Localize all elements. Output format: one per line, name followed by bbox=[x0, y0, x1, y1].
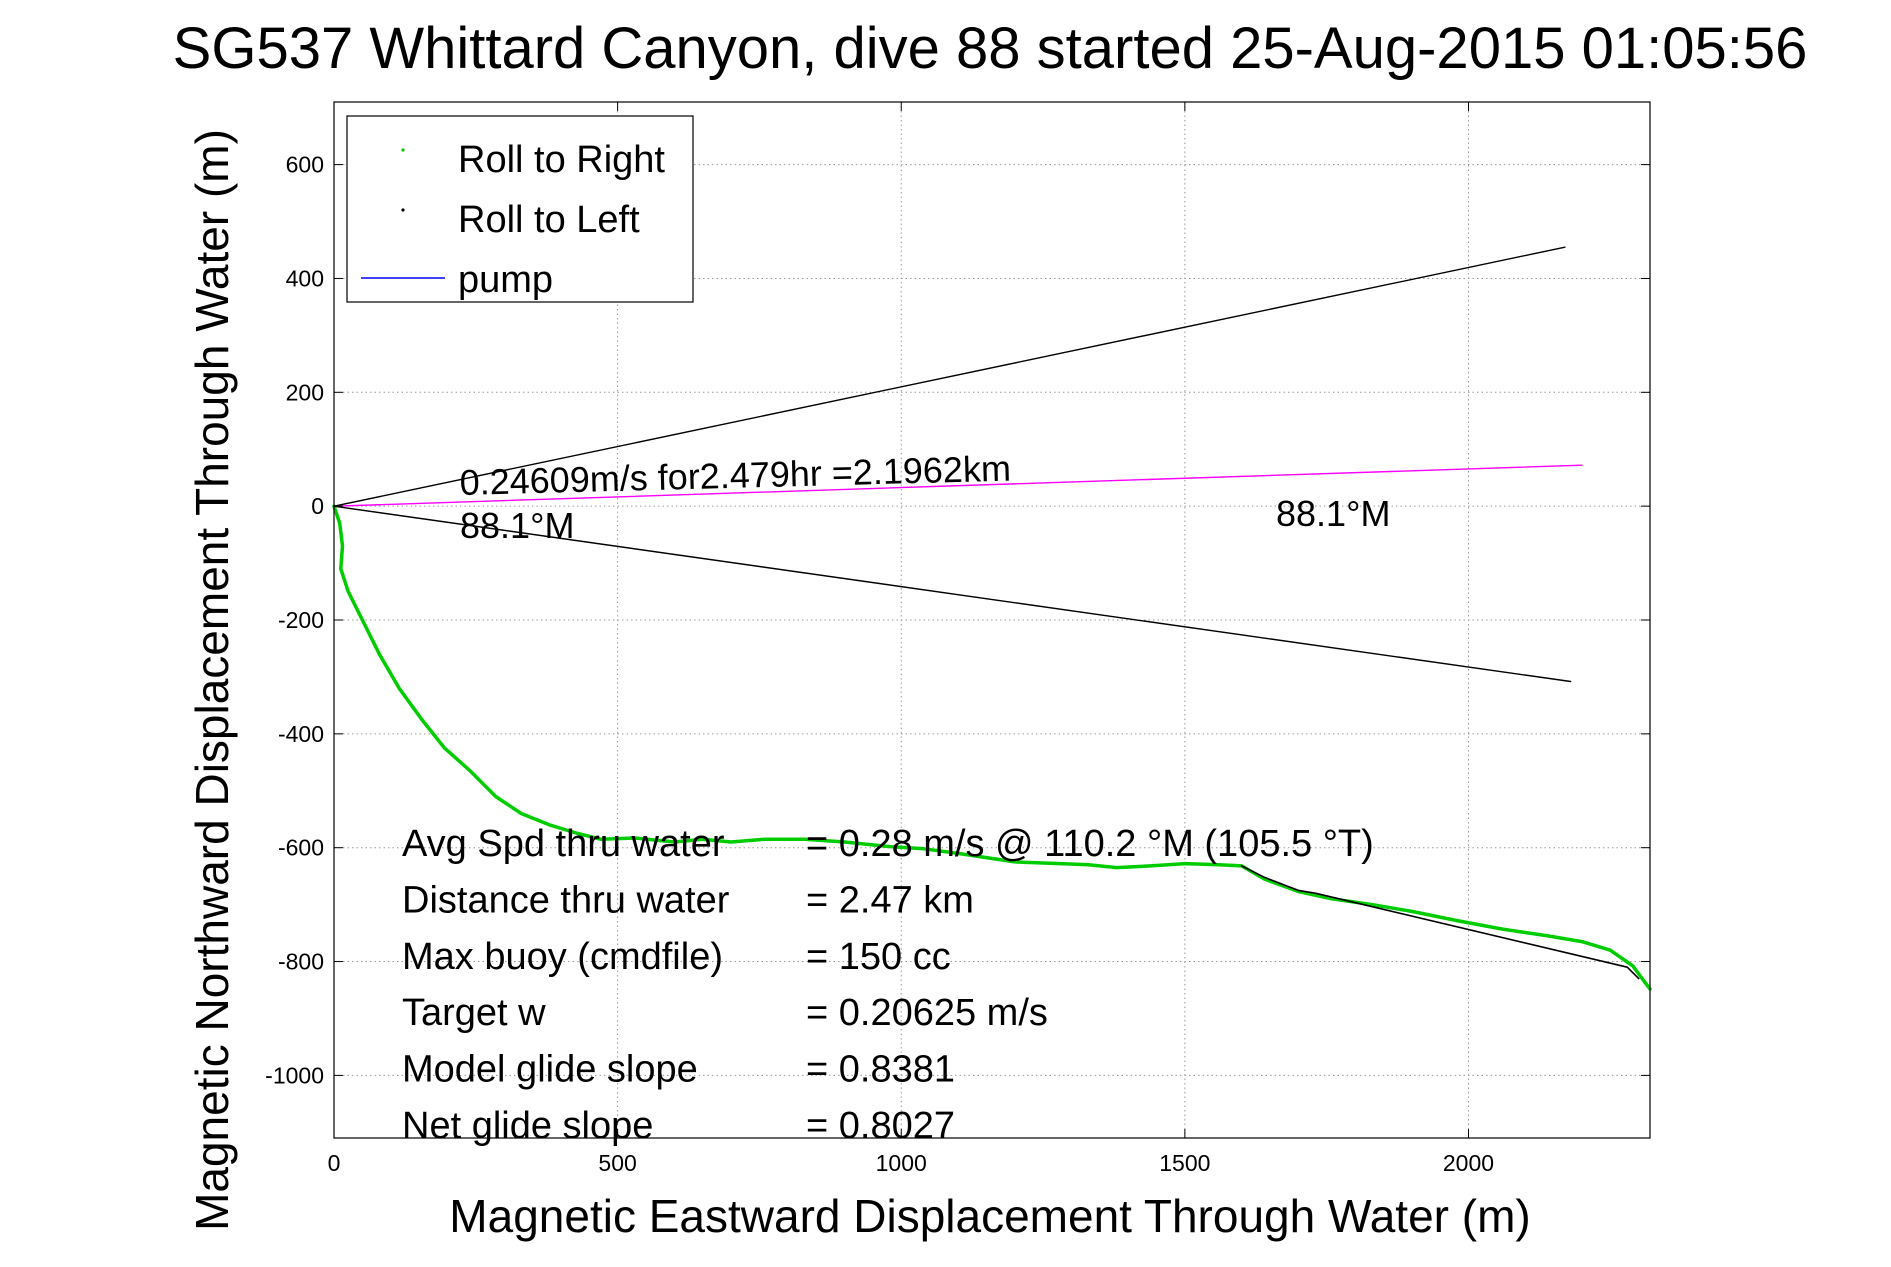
heading-annotation-left: 88.1°M bbox=[460, 505, 574, 546]
y-tick-label: -600 bbox=[278, 835, 324, 861]
legend-swatch bbox=[401, 148, 405, 152]
x-tick-label: 2000 bbox=[1443, 1150, 1494, 1176]
stat-label: Max buoy (cmdfile) bbox=[402, 936, 723, 978]
axes-layer: 0 500 1000 1500 2000 -1000 -800 -600 -400 -200 0 20… bbox=[265, 101, 1651, 1176]
stat-label: Avg Spd thru water bbox=[402, 823, 725, 865]
stat-value: = 0.8027 bbox=[806, 1105, 955, 1147]
series-roll-to-left bbox=[1240, 865, 1640, 980]
stats-block: Avg Spd thru water = 0.28 m/s @ 110.2 °M … bbox=[402, 823, 1374, 1147]
x-tick-label: 500 bbox=[598, 1150, 636, 1176]
legend-label: pump bbox=[458, 259, 553, 301]
chart-title: SG537 Whittard Canyon, dive 88 started 2… bbox=[173, 16, 1808, 81]
stat-value: = 0.8381 bbox=[806, 1049, 955, 1091]
heading-annotation-right: 88.1°M bbox=[1276, 493, 1390, 534]
x-tick-label: 0 bbox=[328, 1150, 341, 1176]
stat-value: = 0.28 m/s @ 110.2 °M (105.5 °T) bbox=[806, 823, 1374, 865]
series-bound-lower bbox=[333, 505, 1572, 683]
y-tick-label: 200 bbox=[286, 379, 324, 405]
y-axis-label: Magnetic Northward Displacement Through … bbox=[186, 129, 238, 1231]
y-tick-label: 400 bbox=[286, 265, 324, 291]
legend-label: Roll to Left bbox=[458, 199, 640, 241]
x-tick-label: 1500 bbox=[1159, 1150, 1210, 1176]
y-tick-label: -800 bbox=[278, 949, 324, 975]
legend-box bbox=[346, 115, 694, 303]
stat-value: = 150 cc bbox=[806, 936, 951, 978]
y-tick-label: 600 bbox=[286, 152, 324, 178]
series-roll-to-right bbox=[332, 504, 1652, 991]
series-course bbox=[333, 464, 1583, 507]
stat-value: = 2.47 km bbox=[806, 879, 974, 921]
legend-label: Roll to Right bbox=[458, 139, 665, 181]
y-tick-label: -200 bbox=[278, 607, 324, 633]
stat-label: Distance thru water bbox=[402, 879, 730, 921]
x-axis-label: Magnetic Eastward Displacement Through W… bbox=[449, 1190, 1530, 1242]
stat-label: Model glide slope bbox=[402, 1049, 698, 1091]
x-tick-label: 1000 bbox=[876, 1150, 927, 1176]
legend-swatch bbox=[401, 208, 405, 212]
stat-label: Net glide slope bbox=[402, 1105, 653, 1147]
series-layer bbox=[332, 246, 1652, 991]
y-tick-label: 0 bbox=[311, 493, 324, 519]
stat-label: Target w bbox=[402, 992, 546, 1034]
series-bound-upper bbox=[333, 246, 1566, 507]
legend: Roll to Right Roll to Left pump bbox=[346, 115, 694, 303]
stat-value: = 0.20625 m/s bbox=[806, 992, 1048, 1034]
y-tick-label: -400 bbox=[278, 721, 324, 747]
y-tick-label: -1000 bbox=[265, 1062, 324, 1088]
